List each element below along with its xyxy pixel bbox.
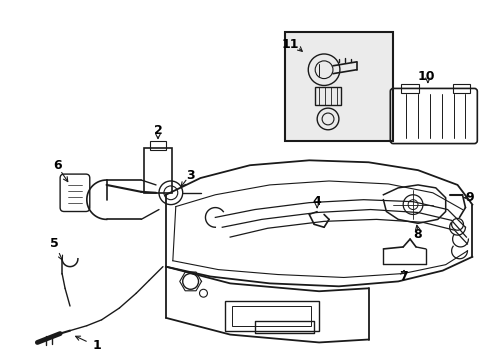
Bar bbox=[284, 32, 392, 141]
Bar bbox=[400, 85, 418, 93]
Text: 9: 9 bbox=[464, 191, 473, 204]
Text: 8: 8 bbox=[413, 228, 422, 240]
Bar bbox=[315, 87, 340, 105]
Text: 7: 7 bbox=[398, 270, 407, 283]
Text: 6: 6 bbox=[53, 159, 61, 172]
Bar bbox=[150, 141, 165, 150]
Bar bbox=[254, 321, 314, 333]
Bar bbox=[452, 85, 469, 93]
Text: 1: 1 bbox=[92, 339, 101, 352]
Text: 2: 2 bbox=[153, 124, 162, 137]
Bar bbox=[144, 148, 171, 193]
Text: 5: 5 bbox=[50, 238, 59, 251]
Text: 3: 3 bbox=[186, 168, 195, 181]
Text: 4: 4 bbox=[312, 195, 321, 208]
Bar bbox=[232, 306, 310, 326]
Bar bbox=[225, 301, 319, 330]
Text: 11: 11 bbox=[281, 38, 299, 51]
Text: 10: 10 bbox=[416, 70, 434, 83]
